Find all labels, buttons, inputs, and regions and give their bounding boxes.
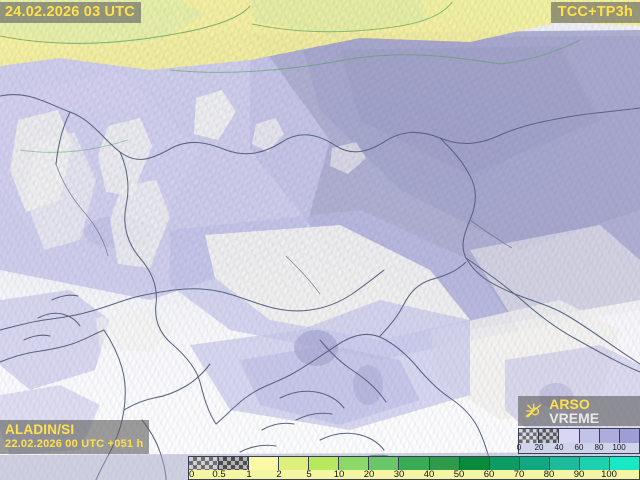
precip-tick-40: 40 <box>423 469 435 480</box>
cloud-cover-tick-60: 60 <box>574 443 584 452</box>
precip-tick-5: 5 <box>306 469 312 480</box>
precipitation-colorbar[interactable]: 0 0.5 1 2 5 10 20 30 40 50 60 70 80 90 100 <box>188 456 640 480</box>
precip-tick-0: 0 <box>189 469 195 480</box>
precip-swatch-1 <box>219 457 250 470</box>
precip-tick-10: 10 <box>333 469 345 480</box>
cloud-cover-legend-ticks: 0 20 40 60 80 100 <box>516 443 639 454</box>
precip-swatch-0 <box>189 457 220 470</box>
precip-swatch-9 <box>459 457 490 470</box>
cloud-cover-swatch-1 <box>539 429 560 443</box>
model-run-time: 22.02.2026 00 UTC +051 h <box>5 438 144 450</box>
precip-tick-100: 100 <box>601 469 617 480</box>
sun-rays-icon <box>525 403 542 418</box>
precip-tick-20: 20 <box>363 469 375 480</box>
precip-swatch-12 <box>549 457 580 470</box>
precip-tick-60: 60 <box>483 469 495 480</box>
cloud-cover-swatch-4 <box>599 429 620 443</box>
cloud-cover-tick-20: 20 <box>534 443 544 452</box>
model-run-label: ALADIN/SI 22.02.2026 00 UTC +051 h <box>0 420 150 454</box>
cloud-cover-swatch-0 <box>519 429 540 443</box>
product-label: TCC+TP3h <box>550 2 640 23</box>
cloud-cover-tick-0: 0 <box>516 443 522 452</box>
arso-branding-badge[interactable]: ARSO VREME <box>518 396 640 426</box>
model-name: ALADIN/SI <box>5 422 75 437</box>
precip-tick-90: 90 <box>573 469 585 480</box>
precip-swatch-11 <box>519 457 550 470</box>
precip-swatch-4 <box>309 457 340 470</box>
cloud-cover-tick-100: 100 <box>612 443 626 452</box>
precip-tick-0.5: 0.5 <box>212 469 226 480</box>
cloud-cover-swatch-3 <box>579 429 600 443</box>
cloud-cover-tick-40: 40 <box>554 443 564 452</box>
precip-swatch-13 <box>579 457 610 470</box>
precip-tick-2: 2 <box>276 469 282 480</box>
precipitation-colorbar-ticks: 0 0.5 1 2 5 10 20 30 40 50 60 70 80 90 100 <box>189 469 639 480</box>
precip-swatch-7 <box>399 457 430 470</box>
valid-datetime-label: 24.02.2026 03 UTC <box>0 2 141 23</box>
precip-swatch-10 <box>489 457 520 470</box>
precip-tick-70: 70 <box>513 469 525 480</box>
cloud-cover-swatch-2 <box>559 429 580 443</box>
precip-swatch-6 <box>369 457 400 470</box>
precip-tick-1: 1 <box>246 469 252 480</box>
precipitation-colorbar-swatches <box>189 457 639 470</box>
cloud-cover-swatch-5 <box>619 429 640 443</box>
precip-tick-50: 50 <box>453 469 465 480</box>
arso-name-bold: ARSO <box>549 396 590 412</box>
precip-swatch-3 <box>279 457 310 470</box>
precip-tick-80: 80 <box>543 469 555 480</box>
cloud-cover-tick-80: 80 <box>594 443 604 452</box>
arso-wordmark: ARSO VREME <box>549 397 640 425</box>
cloud-cover-legend[interactable]: 0 20 40 60 80 100 <box>516 428 640 454</box>
arso-name-light: VREME <box>549 410 600 426</box>
precip-swatch-14 <box>609 457 639 470</box>
precip-swatch-8 <box>429 457 460 470</box>
precip-swatch-2 <box>249 457 280 470</box>
precip-tick-30: 30 <box>393 469 405 480</box>
precip-swatch-5 <box>339 457 370 470</box>
cloud-cover-legend-swatches <box>519 429 640 443</box>
